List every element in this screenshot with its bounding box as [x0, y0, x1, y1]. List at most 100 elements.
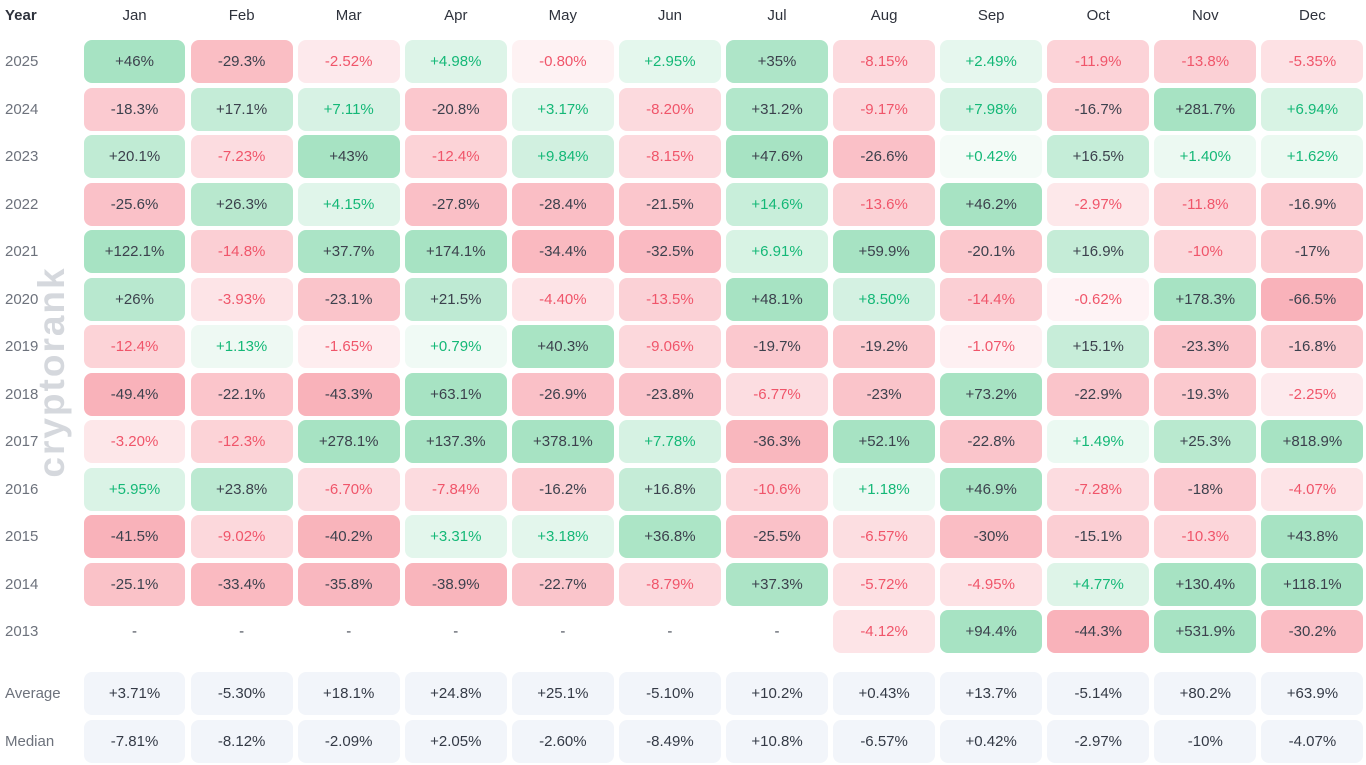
- year-column-header: Year: [5, 6, 37, 24]
- table-row: 2017 -3.20% -12.3% +278.1% +137.3% +378.1% +7.…: [0, 418, 1366, 466]
- return-cell: -12.4%: [404, 135, 507, 179]
- summary-cell: -5.30%: [190, 671, 293, 716]
- summary-cell: +18.1%: [297, 671, 400, 716]
- return-cell: -12.3%: [190, 420, 293, 464]
- return-cell: -8.79%: [618, 562, 721, 606]
- return-cell: -44.3%: [1047, 610, 1150, 654]
- return-cell: +7.78%: [618, 420, 721, 464]
- return-cell: +1.13%: [190, 325, 293, 369]
- year-label: 2013: [5, 623, 39, 641]
- return-cell: -11.8%: [1154, 182, 1257, 226]
- month-header: Sep: [977, 6, 1005, 24]
- return-cell: -2.97%: [1047, 182, 1150, 226]
- year-label: 2025: [5, 53, 39, 71]
- return-cell: -9.02%: [190, 515, 293, 559]
- month-header: Jan: [122, 6, 147, 24]
- return-cell: +130.4%: [1154, 562, 1257, 606]
- year-label: 2024: [5, 100, 39, 118]
- month-header: Jul: [767, 6, 787, 24]
- summary-cell: +10.8%: [726, 719, 828, 764]
- return-cell: +25.3%: [1154, 420, 1257, 464]
- return-cell: +1.40%: [1154, 135, 1257, 179]
- year-label: 2019: [5, 338, 39, 356]
- return-cell: -22.1%: [190, 372, 293, 416]
- return-cell: -16.2%: [511, 467, 614, 511]
- return-cell: -23.3%: [1154, 325, 1257, 369]
- return-cell: -25.5%: [726, 515, 828, 559]
- return-cell: +7.11%: [297, 87, 400, 131]
- table-row: 2019 -12.4% +1.13% -1.65% +0.79% +40.3% -9.06%…: [0, 323, 1366, 371]
- table-row: 2021 +122.1% -14.8% +37.7% +174.1% -34.4% -32.…: [0, 228, 1366, 276]
- table-row: 2018 -49.4% -22.1% -43.3% +63.1% -26.9% -23.8%…: [0, 371, 1366, 419]
- return-cell: -: [239, 623, 245, 641]
- table-summary: Average +3.71% -5.30% +18.1% +24.8% +25.1% -5.…: [0, 670, 1366, 765]
- return-cell: -4.40%: [511, 277, 614, 321]
- return-cell: +137.3%: [404, 420, 507, 464]
- return-cell: +0.42%: [940, 135, 1043, 179]
- return-cell: +2.49%: [940, 40, 1043, 84]
- return-cell: -49.4%: [83, 372, 186, 416]
- return-cell: -43.3%: [297, 372, 400, 416]
- return-cell: -7.23%: [190, 135, 293, 179]
- return-cell: -9.06%: [618, 325, 721, 369]
- year-label: 2017: [5, 433, 39, 451]
- return-cell: +4.15%: [297, 182, 400, 226]
- summary-cell: -8.12%: [190, 719, 293, 764]
- table-row: 2024 -18.3% +17.1% +7.11% -20.8% +3.17% -8.20%…: [0, 86, 1366, 134]
- return-cell: -7.84%: [404, 467, 507, 511]
- return-cell: -2.52%: [297, 40, 400, 84]
- return-cell: -10.6%: [726, 467, 828, 511]
- return-cell: -6.57%: [833, 515, 936, 559]
- return-cell: -38.9%: [404, 562, 507, 606]
- return-cell: -26.9%: [511, 372, 614, 416]
- return-cell: -33.4%: [190, 562, 293, 606]
- return-cell: -15.1%: [1047, 515, 1150, 559]
- return-cell: -0.80%: [511, 40, 614, 84]
- return-cell: -5.35%: [1261, 40, 1364, 84]
- return-cell: +378.1%: [511, 420, 614, 464]
- return-cell: +16.8%: [618, 467, 721, 511]
- month-header: Jun: [657, 6, 683, 24]
- return-cell: +94.4%: [940, 610, 1043, 654]
- table-row: 2023 +20.1% -7.23% +43% -12.4% +9.84% -8.15% +4…: [0, 133, 1366, 181]
- return-cell: -: [346, 623, 352, 641]
- return-cell: -35.8%: [297, 562, 400, 606]
- return-cell: -34.4%: [511, 230, 614, 274]
- return-cell: +46%: [83, 40, 186, 84]
- return-cell: -: [667, 623, 673, 641]
- table-row: 2015 -41.5% -9.02% -40.2% +3.31% +3.18% +36.8%…: [0, 513, 1366, 561]
- return-cell: +16.9%: [1047, 230, 1150, 274]
- summary-cell: -8.49%: [618, 719, 721, 764]
- return-cell: +37.3%: [726, 562, 828, 606]
- table-row: 2016 +5.95% +23.8% -6.70% -7.84% -16.2% +16.8%…: [0, 466, 1366, 514]
- return-cell: -66.5%: [1261, 277, 1364, 321]
- return-cell: -18%: [1154, 467, 1257, 511]
- return-cell: +46.9%: [940, 467, 1043, 511]
- summary-cell: -2.09%: [297, 719, 400, 764]
- return-cell: -16.8%: [1261, 325, 1364, 369]
- return-cell: +36.8%: [618, 515, 721, 559]
- summary-label: Average: [5, 685, 61, 702]
- return-cell: +14.6%: [726, 182, 828, 226]
- return-cell: +52.1%: [833, 420, 936, 464]
- return-cell: +174.1%: [404, 230, 507, 274]
- return-cell: +26%: [83, 277, 186, 321]
- return-cell: -11.9%: [1047, 40, 1150, 84]
- month-header: Mar: [335, 6, 362, 24]
- return-cell: -4.07%: [1261, 467, 1364, 511]
- month-header: Oct: [1086, 6, 1110, 24]
- return-cell: -: [560, 623, 566, 641]
- return-cell: -30%: [940, 515, 1043, 559]
- year-label: 2014: [5, 575, 39, 593]
- summary-cell: +25.1%: [511, 671, 614, 716]
- return-cell: -20.8%: [404, 87, 507, 131]
- return-cell: -3.93%: [190, 277, 293, 321]
- return-cell: +2.95%: [618, 40, 721, 84]
- return-cell: -8.15%: [833, 40, 936, 84]
- table-row: 2013 - - - - - - - -4.12% +94.4% -44.3% +531.9% -30.…: [0, 608, 1366, 656]
- summary-spacer: [0, 656, 1366, 670]
- return-cell: -12.4%: [83, 325, 186, 369]
- return-cell: +1.18%: [833, 467, 936, 511]
- summary-cell: +10.2%: [726, 671, 828, 716]
- return-cell: +43%: [297, 135, 400, 179]
